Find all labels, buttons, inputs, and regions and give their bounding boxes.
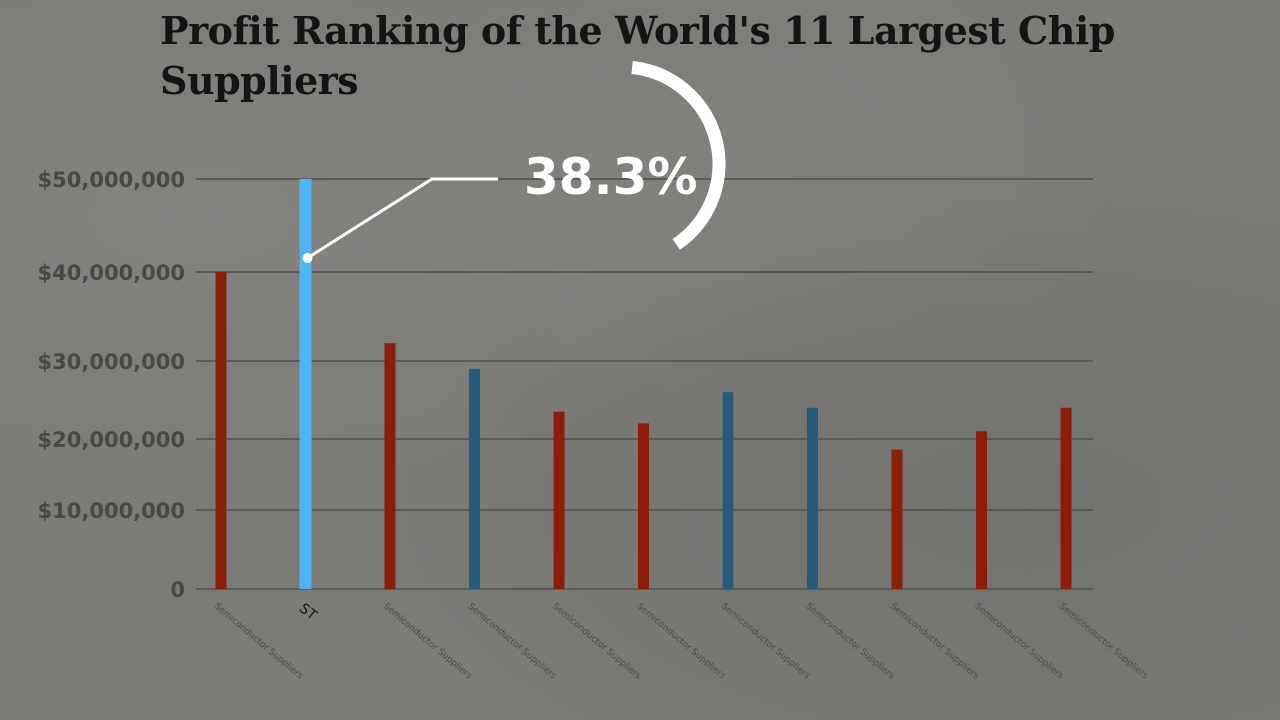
bar-3 [469, 368, 480, 589]
bar-5 [638, 423, 649, 589]
callout-progress-arc [631, 61, 726, 250]
x-tick-label-3: Semiconductor Suppliers [466, 602, 559, 682]
x-tick-label-9: Semiconductor Suppliers [973, 602, 1066, 682]
callout-leader-line [306, 177, 498, 260]
bar-9 [976, 431, 987, 589]
y-tick-label-3: $30,000,000 [38, 350, 185, 374]
bar-1 [299, 179, 312, 589]
x-tick-label-5: Semiconductor Suppliers [635, 602, 728, 682]
bar-4 [553, 411, 565, 589]
y-tick-label-5: $50,000,000 [38, 168, 185, 192]
callout-dot [302, 253, 313, 263]
bar-2 [384, 343, 396, 589]
callout-value: 38.3% [524, 148, 697, 206]
y-tick-label-2: $20,000,000 [38, 428, 185, 452]
x-tick-label-4: Semiconductor Suppliers [550, 602, 643, 682]
chart-title: Profit Ranking of the World's 11 Largest… [160, 8, 1115, 103]
x-tick-label-1: ST [296, 601, 320, 625]
x-tick-label-8: Semiconductor Suppliers [888, 602, 981, 682]
gridlines [196, 178, 1093, 590]
x-tick-label-0: Semiconductor Suppliers [212, 602, 305, 682]
bar-8 [891, 449, 903, 589]
bar-0 [215, 272, 227, 589]
bar-7 [807, 407, 818, 589]
callout: 38.3% [302, 61, 726, 263]
x-tick-label-2: Semiconductor Suppliers [381, 602, 474, 682]
y-tick-label-0: 0 [170, 578, 185, 602]
bar-6 [722, 392, 734, 589]
y-tick-label-4: $40,000,000 [38, 261, 185, 285]
x-tick-label-7: Semiconductor Suppliers [804, 602, 897, 682]
y-axis-ticks: 0 $10,000,000 $20,000,000 $30,000,000 $40,00… [38, 168, 185, 602]
x-tick-label-10: Semiconductor Suppliers [1057, 602, 1150, 682]
y-tick-label-1: $10,000,000 [38, 499, 185, 523]
bar-10 [1060, 407, 1072, 589]
bars [215, 179, 1072, 589]
x-tick-label-6: Semiconductor Suppliers [719, 602, 812, 682]
